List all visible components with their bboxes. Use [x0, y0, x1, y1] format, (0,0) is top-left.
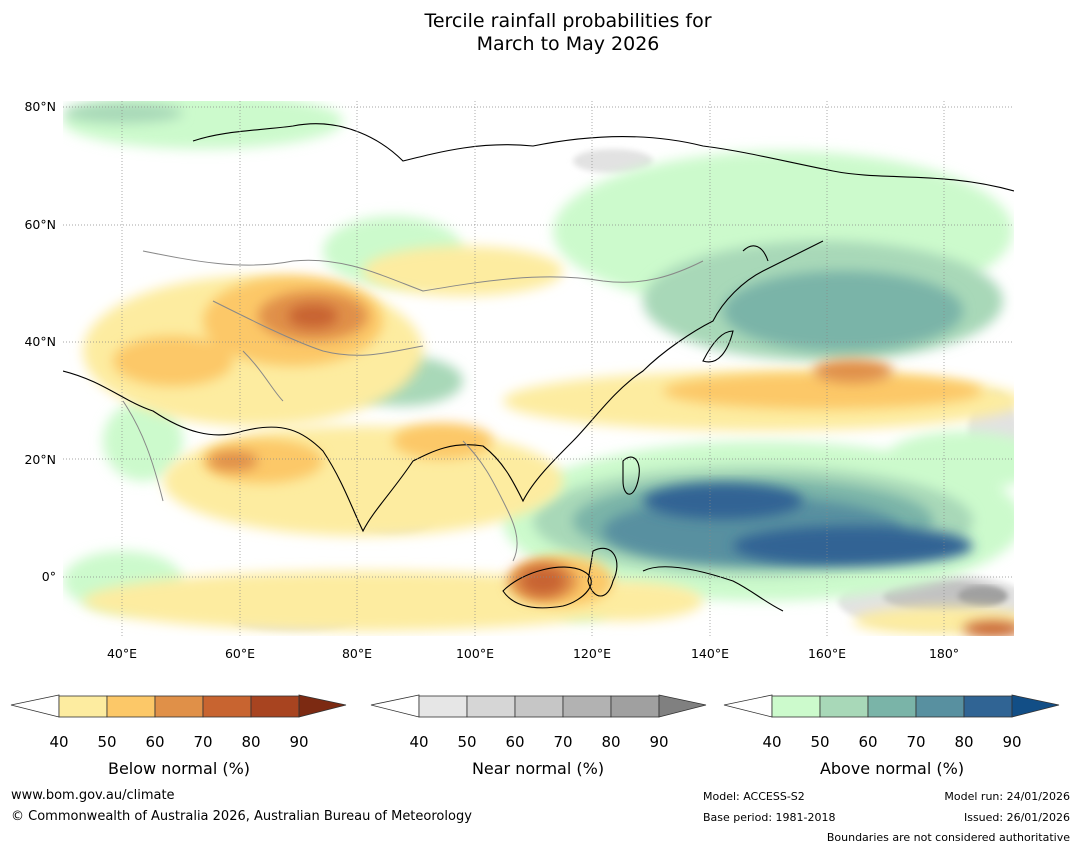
below-tick-90: 90 — [289, 733, 309, 751]
below-tick-50: 50 — [97, 733, 117, 751]
colorbar-near-normal — [370, 694, 707, 718]
lat-label-20n: 20°N — [24, 452, 56, 467]
below-normal-patches — [83, 246, 1014, 636]
lon-label-180: 180° — [928, 646, 960, 661]
lat-label-40n: 40°N — [24, 334, 56, 349]
below-tick-80: 80 — [241, 733, 261, 751]
website-link[interactable]: www.bom.gov.au/climate — [11, 788, 175, 803]
above-tick-60: 60 — [858, 733, 878, 751]
below-tick-60: 60 — [145, 733, 165, 751]
model-run-text: Model run: 24/01/2026 — [944, 790, 1070, 803]
above-normal-patches — [63, 101, 1014, 621]
near-tick-50: 50 — [457, 733, 477, 751]
near-tick-40: 40 — [409, 733, 429, 751]
above-tick-70: 70 — [906, 733, 926, 751]
near-tick-90: 90 — [649, 733, 669, 751]
title-line-2: March to May 2026 — [476, 33, 660, 55]
rainfall-map — [63, 101, 1014, 636]
above-tick-80: 80 — [954, 733, 974, 751]
model-text: Model: ACCESS-S2 — [703, 790, 805, 803]
near-tick-70: 70 — [553, 733, 573, 751]
legend-title-above: Above normal (%) — [819, 759, 965, 778]
lon-label-160e: 160°E — [807, 646, 846, 661]
lon-label-120e: 120°E — [572, 646, 611, 661]
colorbar-below-normal — [10, 694, 347, 718]
lon-label-100e: 100°E — [455, 646, 494, 661]
legend-title-below: Below normal (%) — [107, 759, 251, 778]
lon-label-60e: 60°E — [224, 646, 256, 661]
boundaries-disclaimer: Boundaries are not considered authoritat… — [826, 831, 1070, 844]
coastlines — [63, 123, 1014, 612]
lon-label-40e: 40°E — [106, 646, 138, 661]
colorbar-above-normal — [723, 694, 1060, 718]
colorbars — [10, 694, 1060, 718]
lat-label-80n: 80°N — [24, 99, 56, 114]
copyright-text: © Commonwealth of Australia 2026, Austra… — [11, 809, 472, 824]
lat-label-0: 0° — [41, 569, 56, 584]
above-tick-50: 50 — [810, 733, 830, 751]
country-boundaries — [122, 250, 704, 562]
legend-title-near: Near normal (%) — [471, 759, 605, 778]
above-tick-40: 40 — [762, 733, 782, 751]
near-tick-80: 80 — [601, 733, 621, 751]
lat-label-60n: 60°N — [24, 217, 56, 232]
below-tick-70: 70 — [193, 733, 213, 751]
title-line-1: Tercile rainfall probabilities for — [424, 10, 712, 32]
above-tick-90: 90 — [1002, 733, 1022, 751]
lon-label-80e: 80°E — [341, 646, 373, 661]
near-tick-60: 60 — [505, 733, 525, 751]
issued-text: Issued: 26/01/2026 — [963, 811, 1070, 824]
base-period-text: Base period: 1981-2018 — [703, 811, 836, 824]
map-title: Tercile rainfall probabilities for March… — [0, 10, 1081, 56]
below-tick-40: 40 — [49, 733, 69, 751]
gridlines — [63, 101, 1014, 636]
lon-label-140e: 140°E — [690, 646, 729, 661]
